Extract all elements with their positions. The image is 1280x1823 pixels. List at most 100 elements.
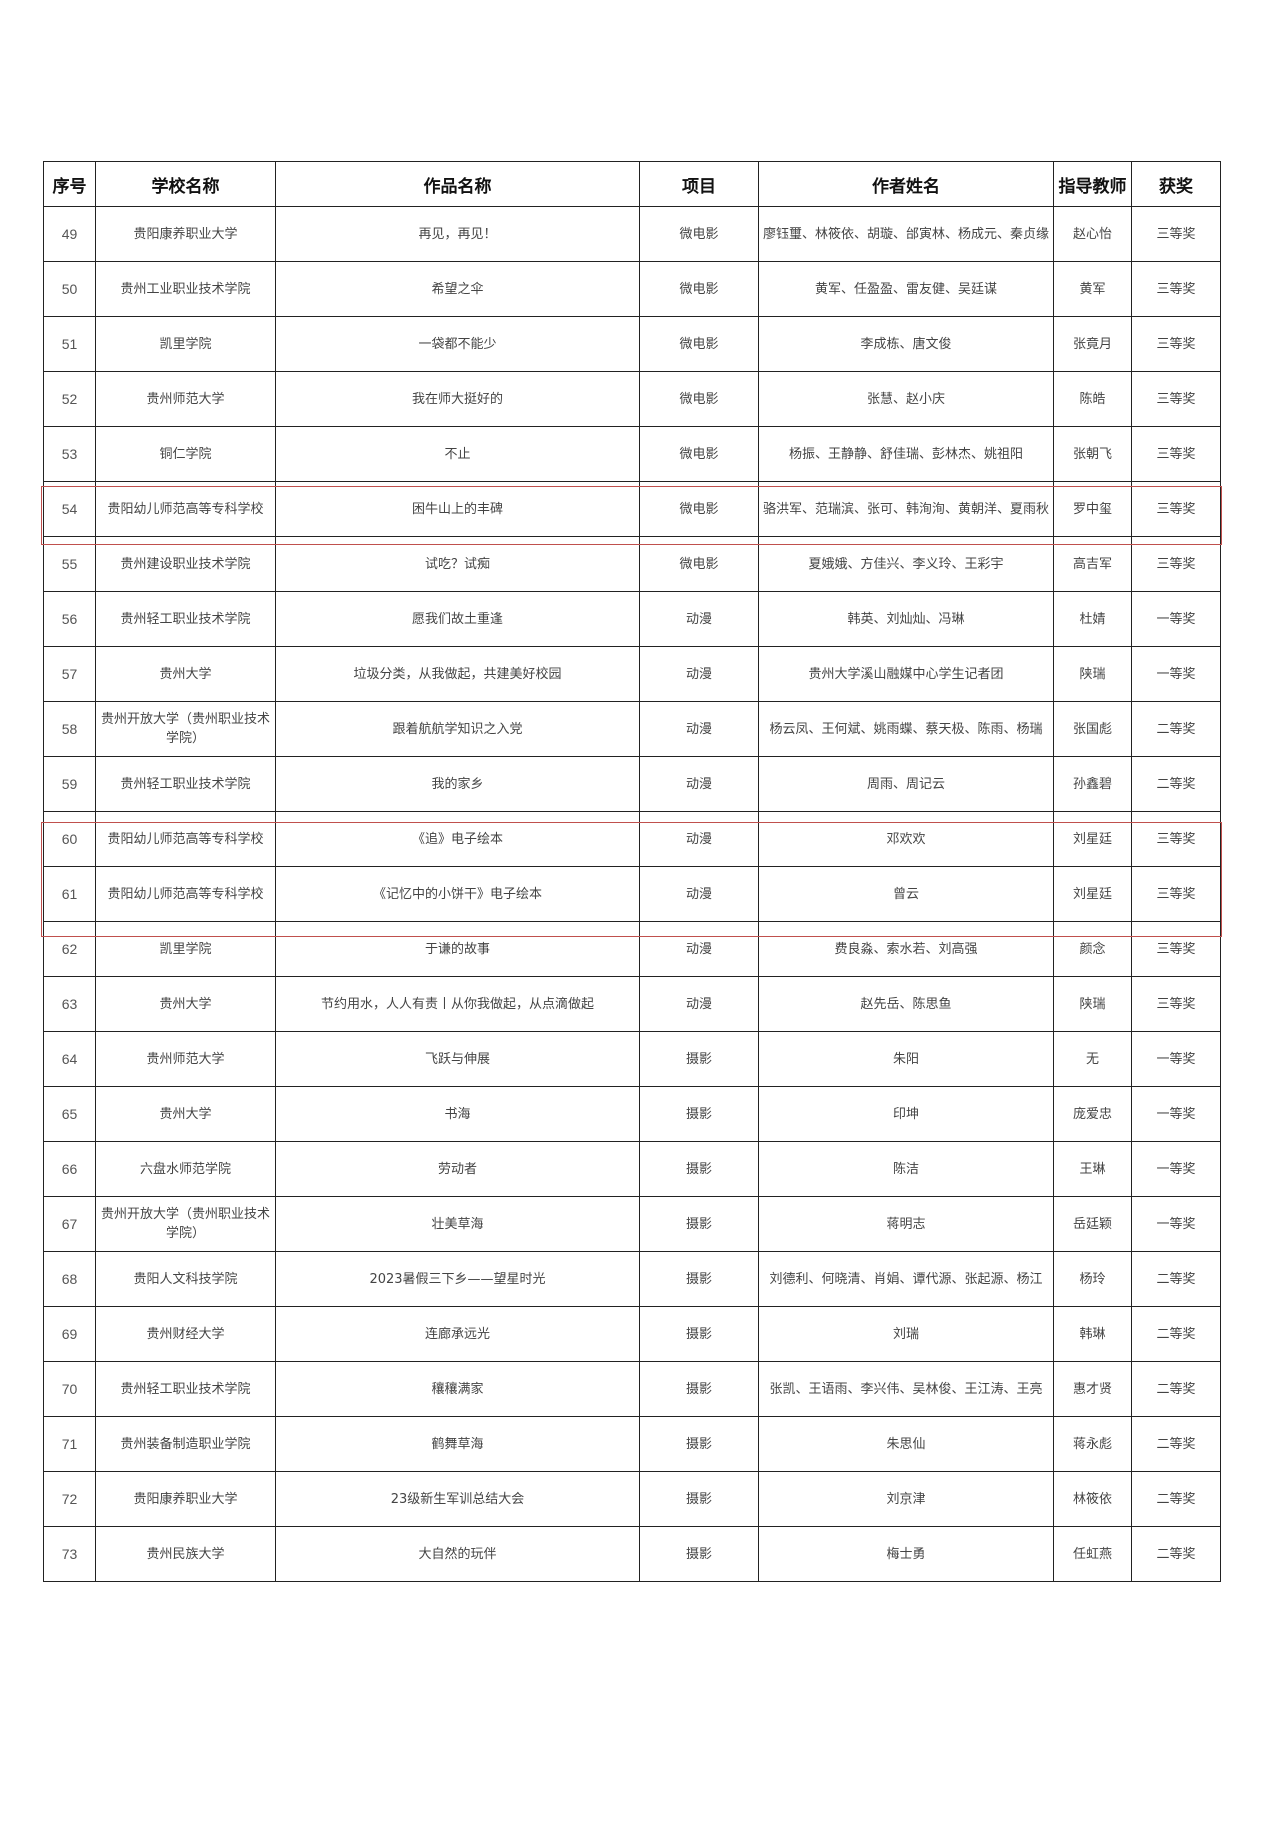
table-cell: 曾云 (758, 866, 1054, 922)
table-cell: 三等奖 (1131, 536, 1221, 592)
table-cell: 摄影 (639, 1141, 759, 1197)
award-table: 序号 学校名称 作品名称 项目 作者姓名 指导教师 获奖 49 贵阳康养职业大学 再见，再见！微… (43, 161, 1221, 1582)
table-cell: 蒋明志 (758, 1196, 1054, 1252)
table-cell: 二等奖 (1131, 701, 1221, 757)
table-cell: 杨振、王静静、舒佳瑞、彭林杰、姚祖阳 (758, 426, 1054, 482)
table-cell: 贵州大学 (95, 976, 276, 1032)
table-row: 55 贵州建设职业技术学院 试吃？试痴 微电影 夏娥娥、方佳兴、李义玲、王彩宇 高吉军 三等… (43, 536, 1221, 592)
table-row: 53 铜仁学院 不止 微电影 杨振、王静静、舒佳瑞、彭林杰、姚祖阳 张朝飞 三等奖 (43, 426, 1221, 482)
table-cell: 64 (43, 1031, 96, 1087)
header-cell: 指导教师 (1053, 161, 1132, 207)
table-cell: 刘瑞 (758, 1306, 1054, 1362)
table-cell: 朱阳 (758, 1031, 1054, 1087)
table-cell: 66 (43, 1141, 96, 1197)
table-cell: 陕瑞 (1053, 976, 1132, 1032)
table-cell: 贵州财经大学 (95, 1306, 276, 1362)
table-cell: 张竟月 (1053, 316, 1132, 372)
table-cell: 贵州大学溪山融媒中心学生记者团 (758, 646, 1054, 702)
table-cell: 贵州大学 (95, 646, 276, 702)
table-cell: 微电影 (639, 316, 759, 372)
table-cell: 惠才贤 (1053, 1361, 1132, 1417)
table-row: 70 贵州轻工职业技术学院 穰穰满家 摄影 张凯、王语雨、李兴伟、吴林俊、王江涛、王亮惠… (43, 1361, 1221, 1417)
table-cell: 贵阳康养职业大学 (95, 1471, 276, 1527)
table-cell: 68 (43, 1251, 96, 1307)
table-cell: 罗中玺 (1053, 481, 1132, 537)
table-cell: 摄影 (639, 1416, 759, 1472)
table-cell: 困牛山上的丰碑 (275, 481, 640, 537)
header-cell: 获奖 (1131, 161, 1221, 207)
table-row: 66 六盘水师范学院 劳动者 摄影 陈洁 王琳 一等奖 (43, 1141, 1221, 1197)
table-cell: 摄影 (639, 1306, 759, 1362)
table-row: 69 贵州财经大学 连廊承远光 摄影 刘瑞 韩琳 二等奖 (43, 1306, 1221, 1362)
table-cell: 摄影 (639, 1031, 759, 1087)
table-cell: 二等奖 (1131, 1251, 1221, 1307)
table-row: 50 贵州工业职业技术学院 希望之伞 微电影 黄军、任盈盈、雷友健、吴廷谋 黄军 三等奖 (43, 261, 1221, 317)
table-cell: 57 (43, 646, 96, 702)
table-cell: 愿我们故土重逢 (275, 591, 640, 647)
table-cell: 大自然的玩伴 (275, 1526, 640, 1582)
table-cell: 2023暑假三下乡——望星时光 (275, 1251, 640, 1307)
table-cell: 陈洁 (758, 1141, 1054, 1197)
table-cell: 23级新生军训总结大会 (275, 1471, 640, 1527)
table-body: 49 贵阳康养职业大学 再见，再见！ 微电影 廖钰璽、林筱依、胡璇、邰寅林、杨成元、秦贞… (43, 206, 1221, 1582)
table-cell: 微电影 (639, 206, 759, 262)
table-cell: 劳动者 (275, 1141, 640, 1197)
table-cell: 摄影 (639, 1471, 759, 1527)
table-cell: 动漫 (639, 591, 759, 647)
table-cell: 贵阳幼儿师范高等专科学校 (95, 811, 276, 867)
table-cell: 二等奖 (1131, 756, 1221, 812)
table-cell: 《追》电子绘本 (275, 811, 640, 867)
table-cell: 49 (43, 206, 96, 262)
table-cell: 庞爱忠 (1053, 1086, 1132, 1142)
table-cell: 陕瑞 (1053, 646, 1132, 702)
table-cell: 贵州装备制造职业学院 (95, 1416, 276, 1472)
table-cell: 夏娥娥、方佳兴、李义玲、王彩宇 (758, 536, 1054, 592)
table-cell: 贵阳幼儿师范高等专科学校 (95, 481, 276, 537)
table-cell: 72 (43, 1471, 96, 1527)
table-cell: 59 (43, 756, 96, 812)
table-cell: 贵州轻工职业技术学院 (95, 591, 276, 647)
table-row: 68 贵阳人文科技学院 2023暑假三下乡——望星时光 摄影 刘德利、何晓清、肖娟、谭代… (43, 1251, 1221, 1307)
table-cell: 微电影 (639, 261, 759, 317)
table-cell: 三等奖 (1131, 811, 1221, 867)
table-cell: 高吉军 (1053, 536, 1132, 592)
table-cell: 杨云凤、王何斌、姚雨蝶、蔡天极、陈雨、杨瑞 (758, 701, 1054, 757)
table-cell: 跟着航航学知识之入党 (275, 701, 640, 757)
table-cell: 摄影 (639, 1196, 759, 1252)
table-cell: 51 (43, 316, 96, 372)
table-cell: 三等奖 (1131, 481, 1221, 537)
header-cell: 作品名称 (275, 161, 640, 207)
table-cell: 60 (43, 811, 96, 867)
header-cell: 学校名称 (95, 161, 276, 207)
header-cell: 作者姓名 (758, 161, 1054, 207)
table-cell: 凯里学院 (95, 316, 276, 372)
table-cell: 58 (43, 701, 96, 757)
table-cell: 三等奖 (1131, 426, 1221, 482)
table-cell: 微电影 (639, 371, 759, 427)
table-row: 59 贵州轻工职业技术学院 我的家乡 动漫 周雨、周记云 孙鑫碧 二等奖 (43, 756, 1221, 812)
table-cell: 费良淼、索水若、刘高强 (758, 921, 1054, 977)
table-cell: 李成栋、唐文俊 (758, 316, 1054, 372)
table-cell: 动漫 (639, 921, 759, 977)
table-cell: 韩琳 (1053, 1306, 1132, 1362)
table-cell: 颜念 (1053, 921, 1132, 977)
table-cell: 动漫 (639, 976, 759, 1032)
table-cell: 贵阳人文科技学院 (95, 1251, 276, 1307)
table-cell: 摄影 (639, 1361, 759, 1417)
table-cell: 刘京津 (758, 1471, 1054, 1527)
table-cell: 一袋都不能少 (275, 316, 640, 372)
table-cell: 我在师大挺好的 (275, 371, 640, 427)
table-cell: 67 (43, 1196, 96, 1252)
table-cell: 63 (43, 976, 96, 1032)
table-cell: 骆洪军、范瑞滨、张可、韩洵洵、黄朝洋、夏雨秋 (758, 481, 1054, 537)
table-cell: 张国彪 (1053, 701, 1132, 757)
table-cell: 52 (43, 371, 96, 427)
table-cell: 《记忆中的小饼干》电子绘本 (275, 866, 640, 922)
table-row: 61 贵阳幼儿师范高等专科学校 《记忆中的小饼干》电子绘本 动漫 曾云 刘星廷 三等奖 (43, 866, 1221, 922)
table-cell: 二等奖 (1131, 1526, 1221, 1582)
table-cell: 刘星廷 (1053, 866, 1132, 922)
table-cell: 周雨、周记云 (758, 756, 1054, 812)
table-row: 52 贵州师范大学 我在师大挺好的 微电影 张慧、赵小庆 陈皓 三等奖 (43, 371, 1221, 427)
table-cell: 二等奖 (1131, 1416, 1221, 1472)
